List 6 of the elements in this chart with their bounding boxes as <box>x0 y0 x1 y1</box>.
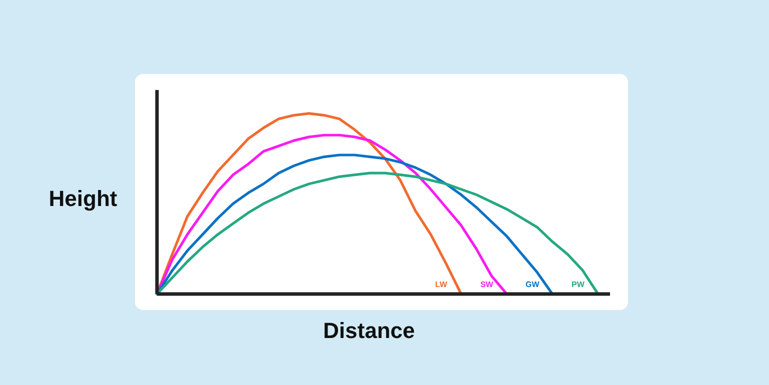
series-label: PW <box>572 280 585 289</box>
series-label: SW <box>480 280 494 289</box>
series-label: LW <box>435 280 448 289</box>
x-axis-title: Distance <box>323 318 415 343</box>
series-label: GW <box>525 280 540 289</box>
y-axis-title: Height <box>48 186 118 211</box>
